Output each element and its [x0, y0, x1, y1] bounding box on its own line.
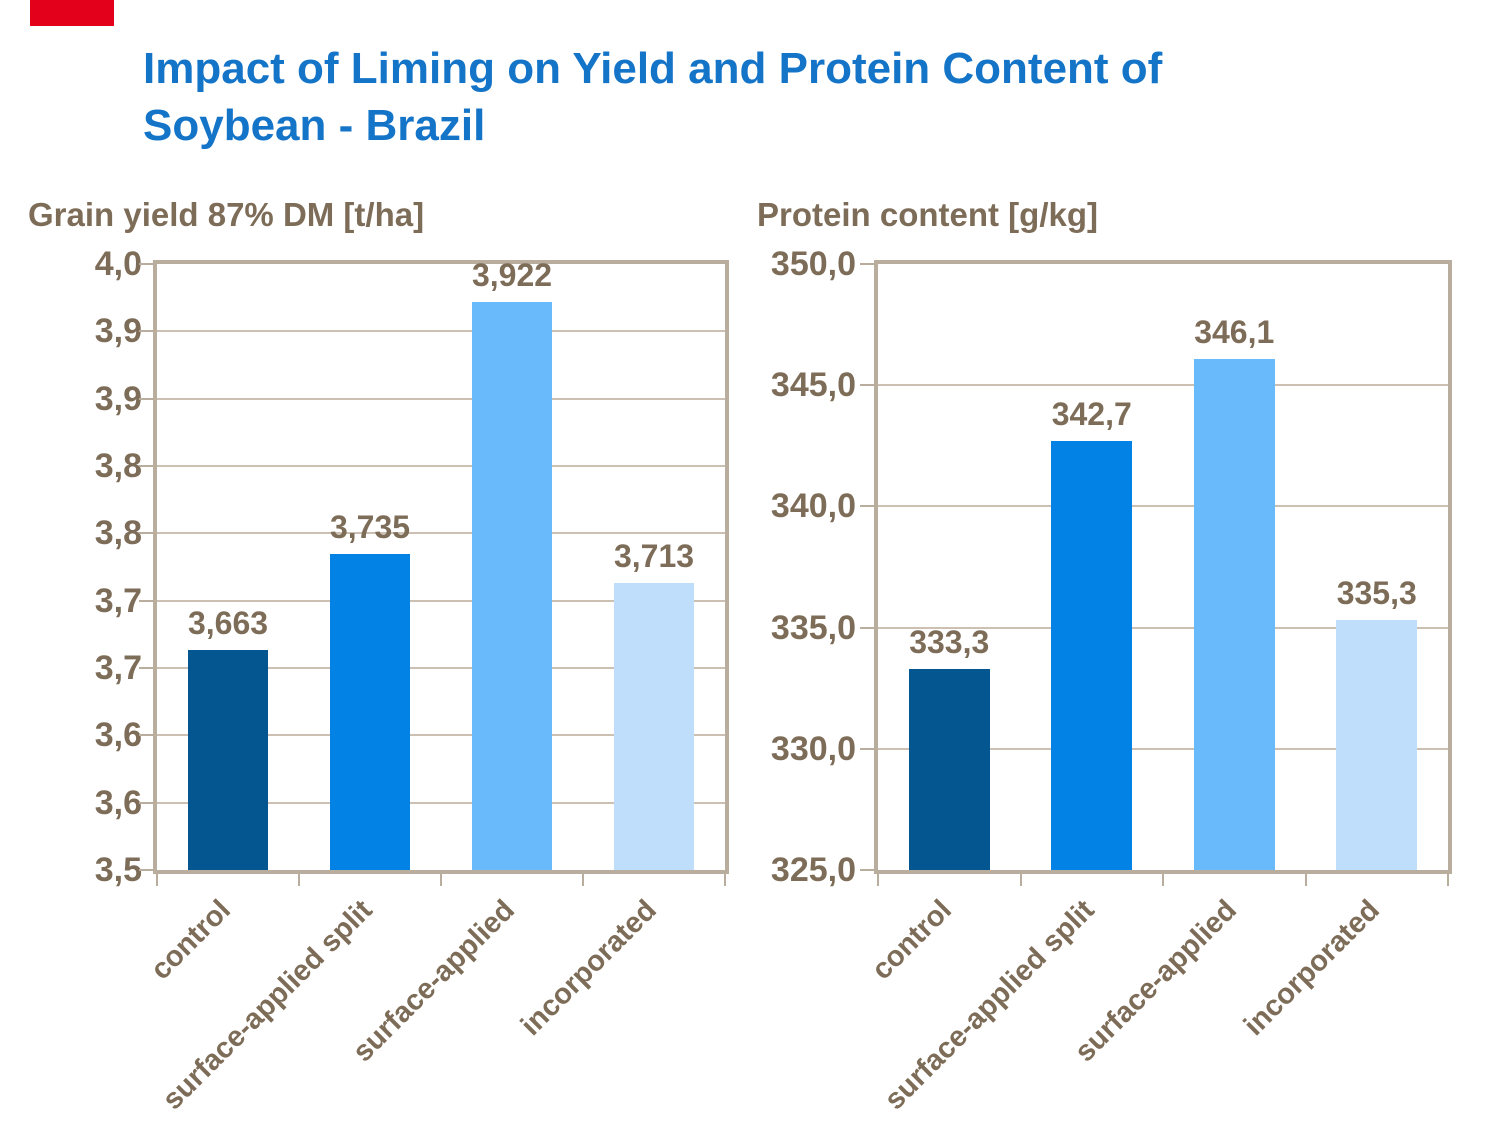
y-axis-label: 3,8 — [94, 447, 142, 485]
gridline — [157, 667, 725, 669]
y-axis-tick — [860, 869, 874, 871]
y-axis-label: 345,0 — [770, 366, 856, 405]
y-axis-tick — [860, 384, 874, 387]
y-axis-label: 325,0 — [770, 851, 856, 889]
value-label: 335,3 — [1336, 575, 1417, 612]
bar-incorporated — [1336, 620, 1418, 870]
y-axis-label: 3,6 — [94, 716, 142, 755]
gridline — [878, 626, 1448, 629]
x-axis-tick — [156, 874, 158, 886]
y-axis-tick — [139, 330, 153, 333]
slide-title: Impact of Liming on Yield and Protein Co… — [143, 44, 1163, 151]
gridline — [878, 747, 1448, 750]
y-axis-tick — [139, 263, 153, 265]
gridline — [157, 397, 725, 400]
y-axis-label: 335,0 — [770, 608, 856, 647]
category-label: incorporated — [1237, 894, 1386, 1042]
y-axis-label: 3,7 — [94, 581, 142, 620]
y-axis-tick — [139, 465, 153, 467]
bar-surface-applied-split — [1051, 440, 1133, 870]
value-label: 342,7 — [1051, 395, 1132, 432]
bar-control — [187, 650, 269, 870]
x-axis-tick — [582, 874, 584, 886]
gridline — [157, 599, 725, 602]
y-axis-tick — [139, 869, 153, 871]
y-axis-tick — [139, 734, 153, 737]
y-axis-tick — [139, 397, 153, 400]
value-label: 3,663 — [187, 605, 269, 642]
bar-control — [908, 668, 990, 870]
x-axis-tick — [877, 874, 879, 886]
gridline — [878, 505, 1448, 508]
x-axis-tick — [1447, 874, 1449, 886]
x-axis-tick — [440, 874, 442, 886]
gridline — [157, 532, 725, 535]
y-axis-tick — [139, 532, 153, 535]
y-axis-label: 3,5 — [94, 851, 142, 889]
category-label: control — [144, 894, 237, 987]
y-axis-label: 3,6 — [94, 783, 142, 822]
value-label: 333,3 — [909, 623, 990, 660]
category-label: control — [865, 894, 958, 987]
yield-chart-plot — [153, 260, 729, 874]
value-label: 346,1 — [1194, 313, 1275, 350]
y-axis-tick — [860, 747, 874, 750]
protein-chart-plot — [874, 260, 1452, 874]
gridline — [157, 801, 725, 804]
x-axis-tick — [724, 874, 726, 886]
y-axis-label: 330,0 — [770, 729, 856, 768]
gridline — [157, 330, 725, 333]
x-axis-tick — [1162, 874, 1164, 886]
y-axis-tick — [139, 667, 153, 669]
y-axis-tick — [139, 801, 153, 804]
bar-surface-applied — [1193, 358, 1275, 870]
gridline — [878, 384, 1448, 387]
gridline — [157, 465, 725, 467]
value-label: 3,922 — [471, 256, 553, 293]
gridline — [157, 734, 725, 737]
category-label: incorporated — [514, 894, 663, 1042]
y-axis-label: 350,0 — [770, 245, 856, 283]
y-axis-tick — [860, 263, 874, 265]
y-axis-label: 340,0 — [770, 487, 856, 526]
red-accent-bar — [30, 0, 114, 26]
value-label: 3,713 — [613, 538, 695, 575]
x-axis-tick — [298, 874, 300, 886]
bar-surface-applied — [471, 301, 553, 870]
bar-surface-applied-split — [329, 553, 411, 870]
x-axis-tick — [1304, 874, 1307, 886]
y-axis-label: 3,9 — [94, 379, 142, 418]
y-axis-label: 3,7 — [94, 649, 142, 687]
y-axis-tick — [860, 505, 874, 508]
y-axis-label: 3,9 — [94, 312, 142, 351]
y-axis-tick — [139, 599, 153, 602]
value-label: 3,735 — [329, 508, 411, 545]
protein-chart-title: Protein content [g/kg] — [757, 196, 1098, 233]
y-axis-label: 4,0 — [94, 245, 142, 283]
y-axis-label: 3,8 — [94, 514, 142, 553]
y-axis-tick — [860, 626, 874, 629]
yield-chart-title: Grain yield 87% DM [t/ha] — [28, 196, 425, 233]
x-axis-tick — [1019, 874, 1022, 886]
bar-incorporated — [613, 583, 695, 870]
